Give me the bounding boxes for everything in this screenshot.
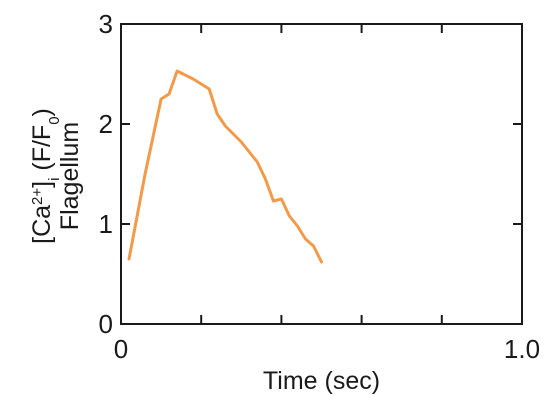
series-line-flagellum (127, 69, 323, 264)
y-tick-label: 3 (99, 9, 113, 39)
y-tick-label: 2 (99, 109, 113, 139)
y-axis-label: [Ca2+]i (F/F0) Flagellum (28, 108, 84, 244)
y-tick-label: 1 (99, 209, 113, 239)
y-axis-label-line1: [Ca2+]i (F/F0) (28, 108, 63, 244)
x-tick-label: 0 (114, 334, 128, 364)
tick-labels: 0 1.0 0 1 2 3 (99, 9, 541, 364)
tick-marks (120, 23, 523, 325)
x-tick-label: 1.0 (504, 334, 540, 364)
plot-frame (120, 23, 523, 325)
x-axis-label: Time (sec) (263, 367, 380, 395)
y-axis-label-line2: Flagellum (56, 122, 84, 230)
y-tick-label: 0 (99, 309, 113, 339)
